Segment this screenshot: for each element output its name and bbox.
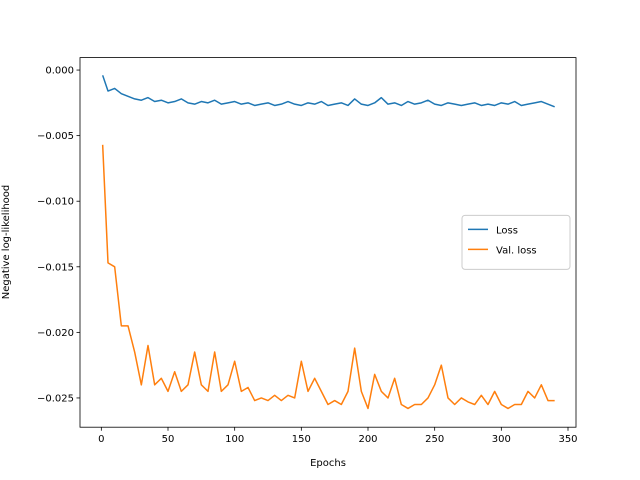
line [101, 144, 555, 410]
legend-label: Loss [496, 225, 518, 236]
line [101, 75, 555, 108]
y-tick-label: −0.020 [37, 328, 74, 339]
y-tick-label: 0.000 [45, 66, 74, 77]
x-tick-label: 350 [558, 434, 577, 445]
x-tick-label: 300 [492, 434, 511, 445]
x-axis-label: Epochs [310, 458, 346, 469]
x-tick-label: 200 [358, 434, 377, 445]
x-tick-label: 150 [292, 434, 311, 445]
legend-box [461, 214, 571, 270]
axes-frame [79, 57, 577, 428]
x-tick-label: 250 [425, 434, 444, 445]
x-tick-label: 50 [162, 434, 175, 445]
x-tick-label: 100 [225, 434, 244, 445]
y-tick-label: −0.025 [37, 393, 74, 404]
y-axis-label: Negative log-likelihood [1, 185, 12, 300]
y-tick-label: −0.005 [37, 131, 74, 142]
legend-label: Val. loss [496, 245, 537, 256]
y-tick-label: −0.015 [37, 262, 74, 273]
x-tick-label: 0 [98, 434, 104, 445]
y-tick-label: −0.010 [37, 197, 74, 208]
